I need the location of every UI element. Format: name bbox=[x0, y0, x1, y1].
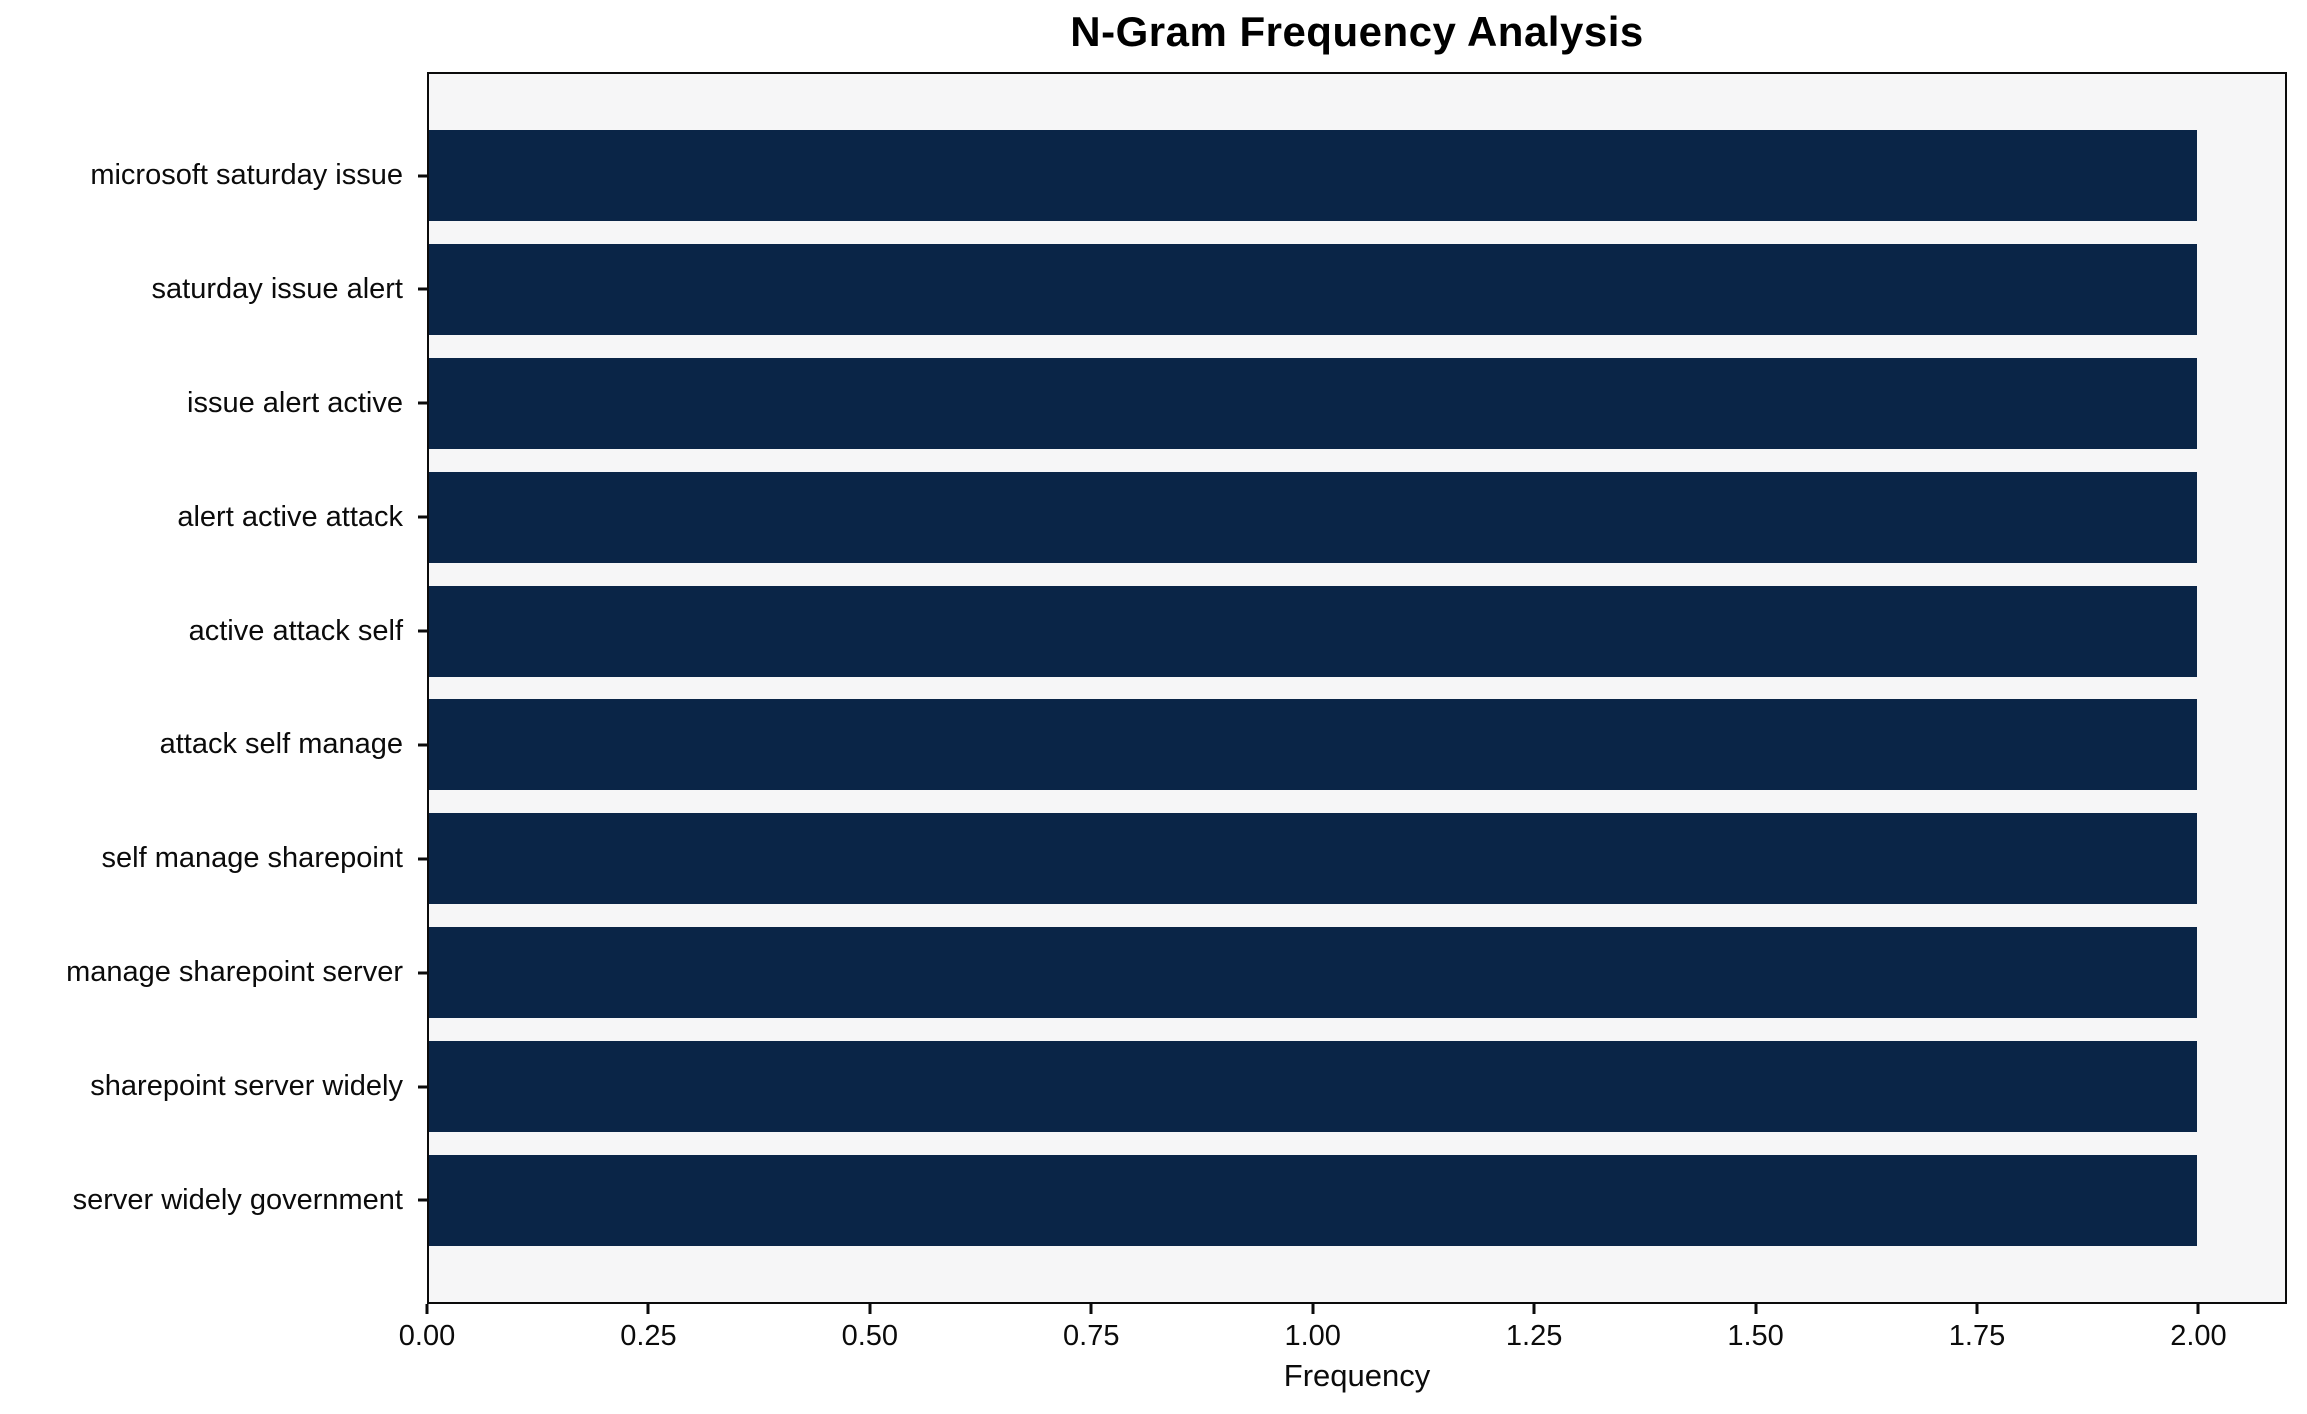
bar bbox=[429, 130, 2197, 221]
y-tick-mark bbox=[418, 857, 427, 861]
y-axis-row: saturday issue alert bbox=[0, 244, 427, 335]
x-tick-mark bbox=[868, 1304, 872, 1314]
y-tick-label: attack self manage bbox=[159, 728, 403, 761]
bar bbox=[429, 699, 2197, 791]
x-tick-mark bbox=[646, 1304, 650, 1314]
bar-row bbox=[429, 357, 2285, 449]
y-axis: microsoft saturday issue saturday issue a… bbox=[0, 72, 427, 1304]
y-axis-row: self manage sharepoint bbox=[0, 813, 427, 904]
y-tick-label: sharepoint server widely bbox=[90, 1070, 403, 1102]
bar bbox=[429, 927, 2197, 1019]
y-axis-row: manage sharepoint server bbox=[0, 927, 427, 1018]
x-tick-label: 0.75 bbox=[1063, 1320, 1120, 1352]
x-tick-mark bbox=[1754, 1304, 1758, 1314]
bar-row bbox=[429, 1041, 2285, 1132]
y-tick-label: alert active attack bbox=[177, 500, 403, 533]
y-tick-mark bbox=[418, 629, 427, 633]
y-tick-mark bbox=[418, 971, 427, 975]
bar-row bbox=[429, 243, 2285, 335]
y-tick-label: manage sharepoint server bbox=[66, 956, 403, 989]
y-axis-row: sharepoint server widely bbox=[0, 1041, 427, 1132]
bar bbox=[429, 1154, 2197, 1246]
y-tick-label: saturday issue alert bbox=[151, 272, 403, 305]
y-tick-mark bbox=[418, 174, 427, 177]
bar bbox=[429, 585, 2197, 677]
x-tick-mark bbox=[1532, 1304, 1536, 1314]
y-tick-label: server widely government bbox=[72, 1183, 403, 1216]
chart-title: N-Gram Frequency Analysis bbox=[1070, 8, 1644, 55]
bar-row bbox=[429, 699, 2285, 791]
y-tick-mark bbox=[418, 287, 427, 291]
y-axis-row: attack self manage bbox=[0, 699, 427, 790]
bar bbox=[429, 357, 2197, 449]
x-tick-label: 0.50 bbox=[841, 1320, 899, 1352]
bar-series bbox=[429, 74, 2285, 1302]
bar bbox=[429, 471, 2197, 563]
y-tick-label: active attack self bbox=[188, 614, 403, 647]
x-tick-label: 0.25 bbox=[620, 1320, 677, 1352]
y-tick-label: self manage sharepoint bbox=[101, 842, 403, 875]
x-tick-label: 1.00 bbox=[1284, 1320, 1341, 1352]
x-tick-mark bbox=[1311, 1304, 1315, 1314]
x-axis-title: Frequency bbox=[1283, 1358, 1431, 1393]
y-axis-row: alert active attack bbox=[0, 472, 427, 563]
x-tick-mark bbox=[2196, 1304, 2200, 1314]
bar bbox=[429, 813, 2197, 905]
bar-row bbox=[429, 471, 2285, 563]
x-tick-mark bbox=[1089, 1304, 1093, 1314]
y-tick-mark bbox=[418, 1198, 427, 1202]
bar-row bbox=[429, 130, 2285, 221]
y-tick-mark bbox=[418, 401, 427, 405]
bar-row bbox=[429, 927, 2285, 1019]
x-tick-label: 1.50 bbox=[1727, 1320, 1784, 1352]
y-tick-mark bbox=[418, 515, 427, 519]
bar-row bbox=[429, 1154, 2285, 1246]
y-axis-row: issue alert active bbox=[0, 358, 427, 449]
y-tick-label: microsoft saturday issue bbox=[90, 159, 403, 191]
x-axis: 0.00 0.25 0.50 0.75 1.00 1.25 1.50 1.75 2.00 bbox=[399, 1304, 2287, 1368]
x-tick-label: 1.75 bbox=[1948, 1320, 2006, 1352]
y-tick-label: issue alert active bbox=[187, 386, 403, 419]
y-axis-row: server widely government bbox=[0, 1155, 427, 1246]
plot-area bbox=[427, 72, 2287, 1304]
x-tick-label: 0.00 bbox=[398, 1320, 456, 1352]
y-axis-row: active attack self bbox=[0, 586, 427, 677]
x-tick-label: 1.25 bbox=[1505, 1320, 1563, 1352]
x-tick-label: 2.00 bbox=[2170, 1320, 2227, 1352]
x-tick-mark bbox=[425, 1304, 429, 1314]
y-tick-mark bbox=[418, 1085, 427, 1088]
bar-row bbox=[429, 585, 2285, 677]
bar-row bbox=[429, 813, 2285, 905]
bar bbox=[429, 243, 2197, 335]
x-tick-mark bbox=[1975, 1304, 1979, 1314]
bar bbox=[429, 1041, 2197, 1132]
y-tick-mark bbox=[418, 743, 427, 747]
y-axis-row: microsoft saturday issue bbox=[0, 130, 427, 221]
